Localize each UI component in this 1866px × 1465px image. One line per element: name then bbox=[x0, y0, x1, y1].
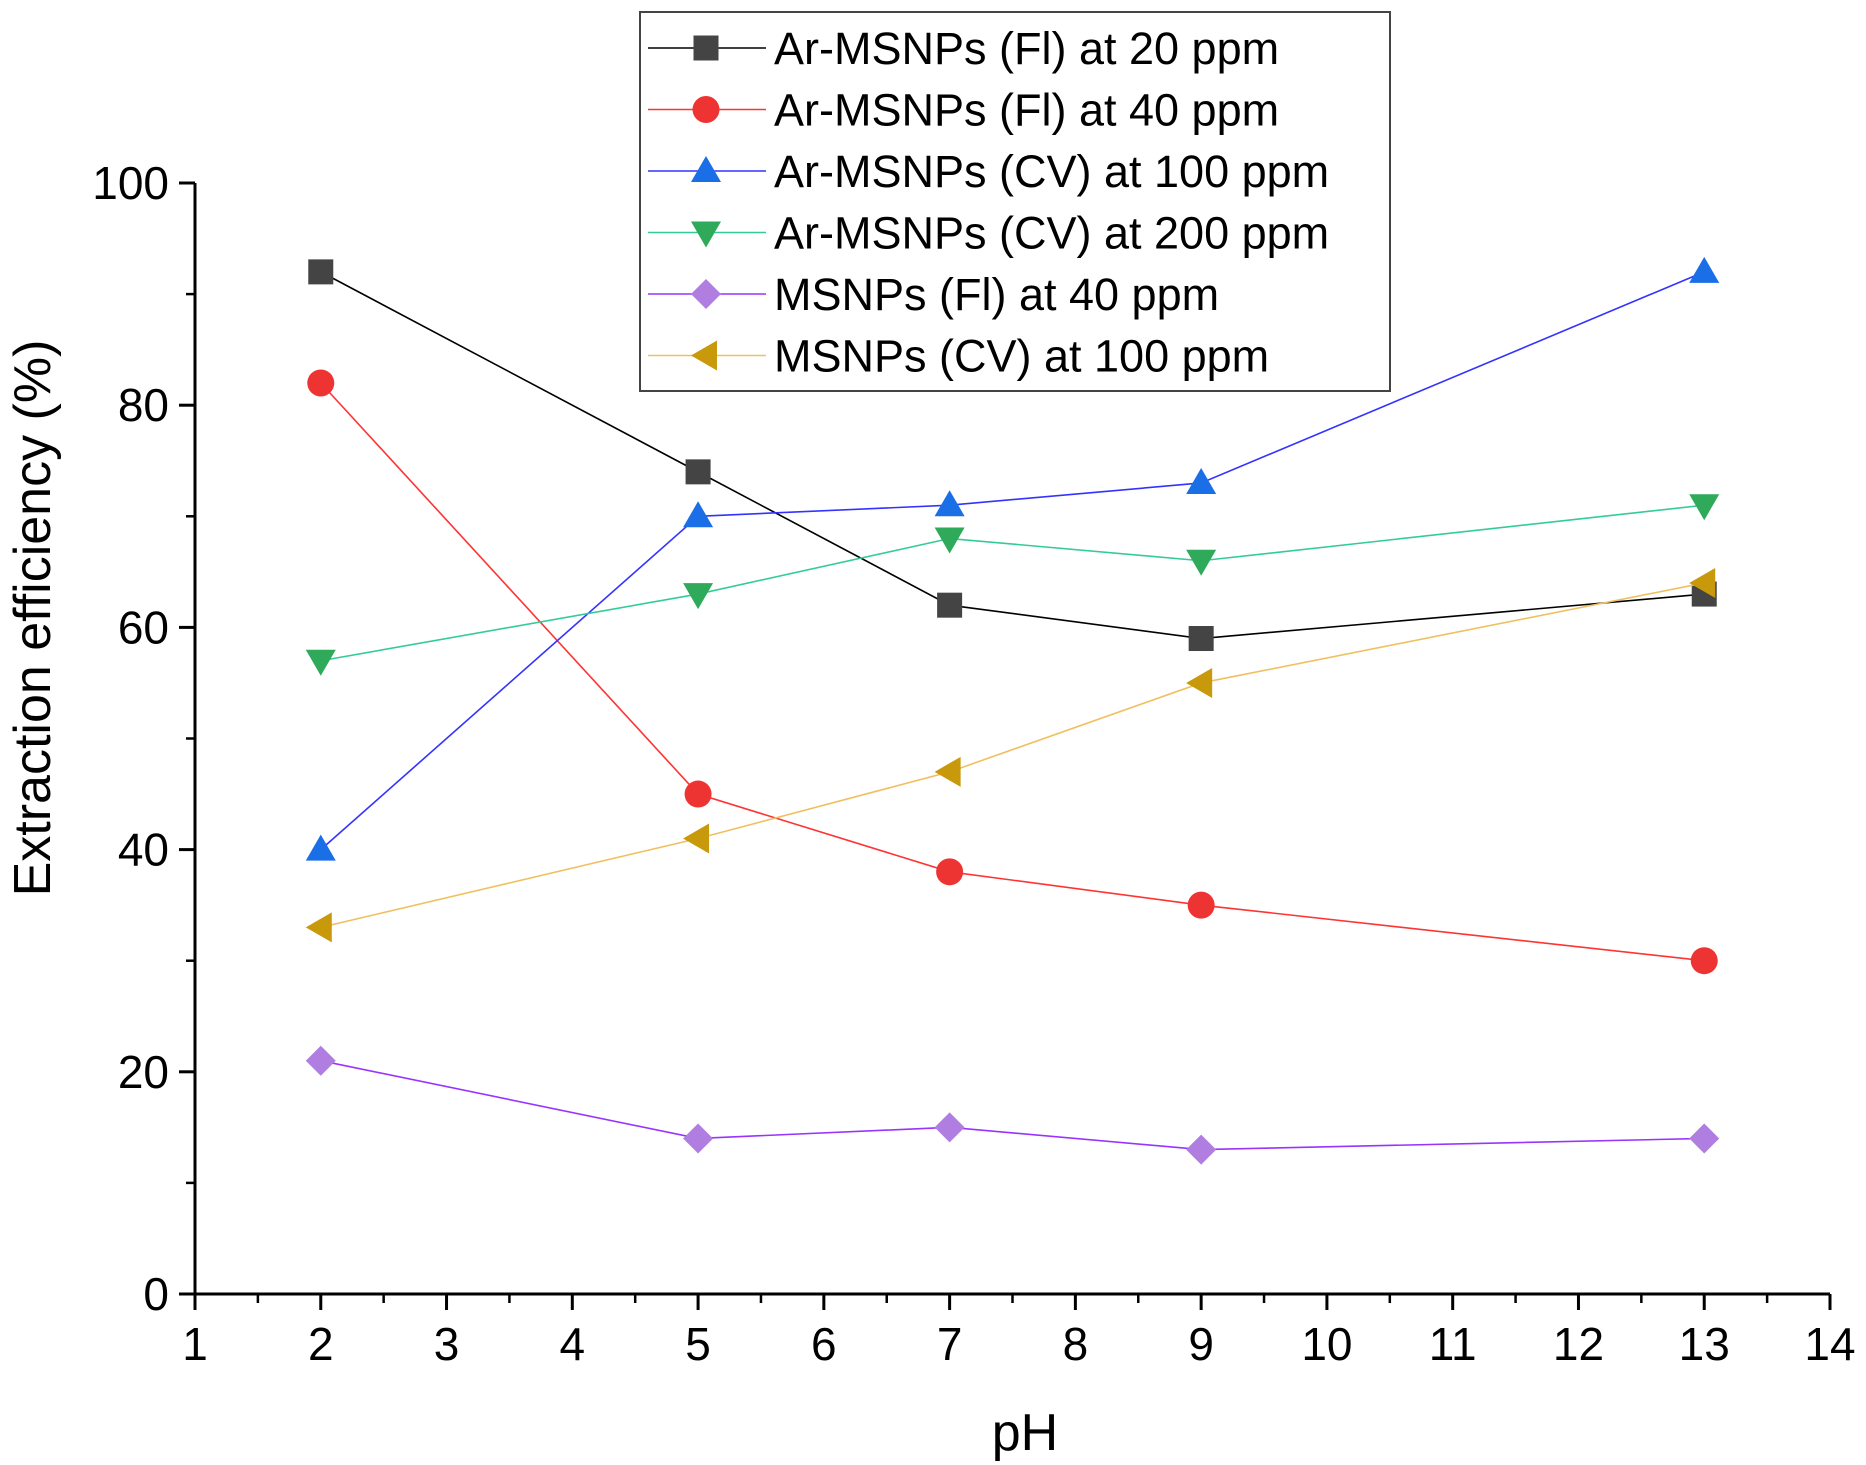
data-point bbox=[1689, 256, 1720, 283]
legend-marker bbox=[691, 221, 721, 248]
legend-box bbox=[639, 11, 1391, 392]
data-point bbox=[307, 369, 335, 397]
data-point bbox=[683, 1123, 714, 1154]
x-tick-label: 7 bbox=[937, 1318, 963, 1370]
data-point bbox=[937, 592, 963, 618]
data-point bbox=[1689, 494, 1720, 521]
y-axis-title: Extraction efficiency (%) bbox=[4, 340, 62, 897]
legend-label: Ar-MSNPs (CV) at 200 ppm bbox=[774, 208, 1329, 259]
data-point bbox=[1186, 1134, 1217, 1165]
legend-label: Ar-MSNPs (Fl) at 40 ppm bbox=[774, 85, 1279, 136]
legend-label: MSNPs (Fl) at 40 ppm bbox=[774, 269, 1219, 320]
series-4 bbox=[305, 494, 1720, 676]
legend-marker bbox=[691, 156, 721, 182]
data-point bbox=[684, 780, 712, 808]
x-tick-label: 12 bbox=[1553, 1318, 1604, 1370]
legend-item: Ar-MSNPs (CV) at 100 ppm bbox=[648, 146, 1329, 197]
legend-marker bbox=[691, 340, 717, 371]
data-point bbox=[1689, 567, 1716, 598]
legend-label: MSNPs (CV) at 100 ppm bbox=[774, 331, 1269, 382]
series-line bbox=[320, 1059, 1705, 1151]
x-tick-label: 11 bbox=[1429, 1318, 1477, 1370]
legend-item: MSNPs (Fl) at 40 ppm bbox=[648, 269, 1219, 320]
x-tick-label: 10 bbox=[1301, 1318, 1352, 1370]
x-tick-label: 2 bbox=[308, 1318, 334, 1370]
x-tick-label: 9 bbox=[1188, 1318, 1214, 1370]
legend-marker bbox=[693, 35, 719, 61]
series-6 bbox=[305, 567, 1716, 943]
data-point bbox=[308, 259, 334, 285]
data-point bbox=[305, 1045, 336, 1076]
data-point bbox=[934, 1112, 965, 1143]
data-point bbox=[1187, 891, 1215, 919]
data-point bbox=[936, 858, 964, 886]
legend-item: Ar-MSNPs (Fl) at 20 ppm bbox=[648, 23, 1279, 74]
legend-marker bbox=[691, 279, 721, 309]
legend: Ar-MSNPs (Fl) at 20 ppm Ar-MSNPs (Fl) at … bbox=[639, 11, 1391, 392]
series-line bbox=[320, 582, 1705, 929]
data-point bbox=[683, 501, 714, 528]
x-tick-label: 6 bbox=[811, 1318, 837, 1370]
y-tick-label: 0 bbox=[143, 1268, 169, 1320]
y-tick-label: 20 bbox=[118, 1046, 169, 1098]
x-tick-label: 14 bbox=[1804, 1318, 1855, 1370]
plot-area bbox=[305, 256, 1720, 1165]
x-tick-label: 3 bbox=[434, 1318, 460, 1370]
data-point bbox=[934, 756, 961, 787]
series-2 bbox=[307, 369, 1718, 975]
series-3 bbox=[305, 256, 1720, 861]
data-point bbox=[683, 583, 714, 610]
x-tick-label: 4 bbox=[560, 1318, 586, 1370]
legend-marker bbox=[692, 96, 720, 123]
legend-item: MSNPs (CV) at 100 ppm bbox=[648, 331, 1269, 382]
y-tick-label: 60 bbox=[118, 601, 169, 653]
data-point bbox=[1690, 947, 1718, 975]
x-tick-label: 13 bbox=[1679, 1318, 1730, 1370]
series-5 bbox=[305, 1045, 1720, 1165]
data-point bbox=[934, 527, 965, 554]
x-axis-title: pH bbox=[992, 1404, 1058, 1462]
data-point bbox=[685, 459, 711, 485]
y-tick-label: 40 bbox=[118, 824, 169, 876]
data-point bbox=[1689, 1123, 1720, 1154]
data-point bbox=[305, 649, 336, 676]
y-tick-label: 100 bbox=[92, 157, 169, 209]
legend-item: Ar-MSNPs (CV) at 200 ppm bbox=[648, 208, 1329, 259]
data-point bbox=[1188, 626, 1214, 652]
data-point bbox=[1186, 667, 1213, 698]
series-line bbox=[320, 382, 1705, 962]
x-tick-label: 1 bbox=[182, 1318, 208, 1370]
data-point bbox=[305, 834, 336, 861]
series-line bbox=[320, 504, 1705, 662]
x-tick-label: 8 bbox=[1063, 1318, 1089, 1370]
legend-label: Ar-MSNPs (CV) at 100 ppm bbox=[774, 146, 1329, 197]
x-tick-label: 5 bbox=[685, 1318, 711, 1370]
data-point bbox=[934, 490, 965, 517]
legend-item: Ar-MSNPs (Fl) at 40 ppm bbox=[648, 85, 1279, 136]
data-point bbox=[683, 823, 710, 854]
data-point bbox=[305, 912, 332, 943]
legend-label: Ar-MSNPs (Fl) at 20 ppm bbox=[774, 23, 1279, 74]
data-point bbox=[1186, 549, 1217, 576]
y-tick-label: 80 bbox=[118, 379, 169, 431]
data-point bbox=[1186, 467, 1217, 494]
series-1 bbox=[308, 259, 1717, 652]
